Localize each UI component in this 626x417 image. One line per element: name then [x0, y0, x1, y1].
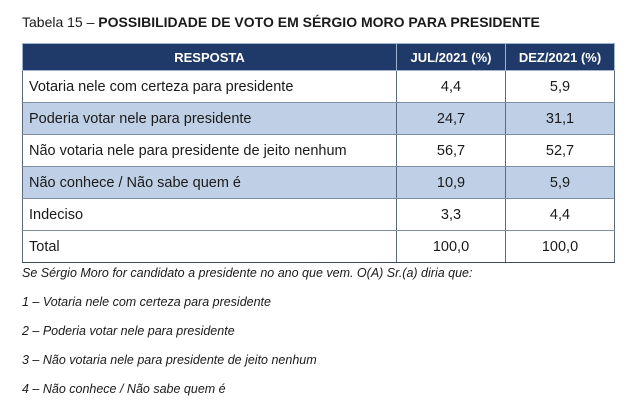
- row-jul-value: 10,9: [396, 166, 506, 199]
- caption-prefix: Tabela 15 –: [22, 14, 99, 30]
- table-caption: Tabela 15 – POSSIBILIDADE DE VOTO EM SÉR…: [22, 14, 540, 30]
- row-dez-value: 31,1: [505, 102, 615, 135]
- row-jul-value: 56,7: [396, 134, 506, 167]
- table-total-row: Total 100,0 100,0: [22, 230, 615, 263]
- total-jul-value: 100,0: [396, 230, 506, 263]
- row-jul-value: 3,3: [396, 198, 506, 231]
- row-jul-value: 4,4: [396, 70, 506, 103]
- row-label: Não conhece / Não sabe quem é: [22, 166, 397, 199]
- note-option-2: 2 – Poderia votar nele para presidente: [22, 324, 235, 338]
- row-dez-value: 4,4: [505, 198, 615, 231]
- table-notes: Se Sérgio Moro for candidato a president…: [22, 266, 472, 411]
- row-label: Indeciso: [22, 198, 397, 231]
- total-label: Total: [22, 230, 397, 263]
- row-label: Votaria nele com certeza para presidente: [22, 70, 397, 103]
- header-dez-2021: DEZ/2021 (%): [505, 43, 615, 71]
- table-row: Não conhece / Não sabe quem é 10,9 5,9: [22, 166, 615, 199]
- table-row: Indeciso 3,3 4,4: [22, 198, 615, 231]
- note-option-3: 3 – Não votaria nele para presidente de …: [22, 353, 317, 367]
- caption-title: POSSIBILIDADE DE VOTO EM SÉRGIO MORO PAR…: [98, 14, 540, 30]
- total-dez-value: 100,0: [505, 230, 615, 263]
- table-row: Poderia votar nele para presidente 24,7 …: [22, 102, 615, 135]
- table-row: Não votaria nele para presidente de jeit…: [22, 134, 615, 167]
- row-label: Não votaria nele para presidente de jeit…: [22, 134, 397, 167]
- note-option-4: 4 – Não conhece / Não sabe quem é: [22, 382, 226, 396]
- row-dez-value: 52,7: [505, 134, 615, 167]
- table-row: Votaria nele com certeza para presidente…: [22, 70, 615, 103]
- row-jul-value: 24,7: [396, 102, 506, 135]
- row-dez-value: 5,9: [505, 166, 615, 199]
- survey-question: Se Sérgio Moro for candidato a president…: [22, 266, 473, 280]
- results-table: RESPOSTA JUL/2021 (%) DEZ/2021 (%) Votar…: [22, 43, 615, 263]
- table-header-row: RESPOSTA JUL/2021 (%) DEZ/2021 (%): [22, 43, 615, 71]
- note-option-1: 1 – Votaria nele com certeza para presid…: [22, 295, 271, 309]
- row-dez-value: 5,9: [505, 70, 615, 103]
- header-resposta: RESPOSTA: [22, 43, 397, 71]
- row-label: Poderia votar nele para presidente: [22, 102, 397, 135]
- header-jul-2021: JUL/2021 (%): [396, 43, 506, 71]
